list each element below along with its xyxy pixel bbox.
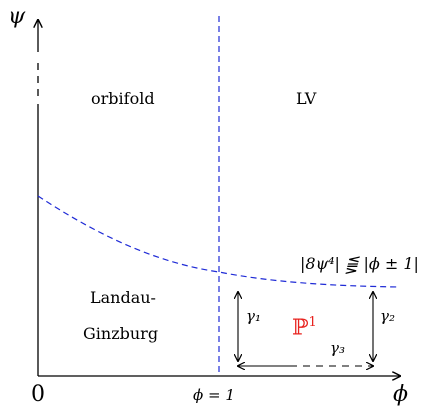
p1-region-label: ℙ1 — [292, 316, 317, 339]
gamma1-label: γ₁ — [246, 307, 261, 325]
boundary-condition-label: |8ψ⁴| ⪋ |ϕ ± 1| — [300, 254, 419, 273]
lv-region-label: LV — [296, 89, 317, 108]
p1-symbol: ℙ — [292, 315, 309, 341]
phase-boundary-curve — [37, 195, 401, 288]
p1-superscript: 1 — [308, 315, 317, 330]
phi-tick-label: ϕ = 1 — [193, 386, 235, 404]
psi-axis-label: ψ — [8, 4, 26, 29]
landau-ginzburg-label-line2: Ginzburg — [83, 324, 159, 343]
phi-axis-label: ϕ — [393, 382, 408, 407]
origin-label: 0 — [31, 382, 45, 407]
landau-ginzburg-label-line1: Landau- — [90, 288, 156, 307]
gamma2-label: γ₂ — [380, 307, 395, 325]
gamma3-label: γ₃ — [330, 339, 345, 357]
orbifold-region-label: orbifold — [91, 89, 155, 108]
